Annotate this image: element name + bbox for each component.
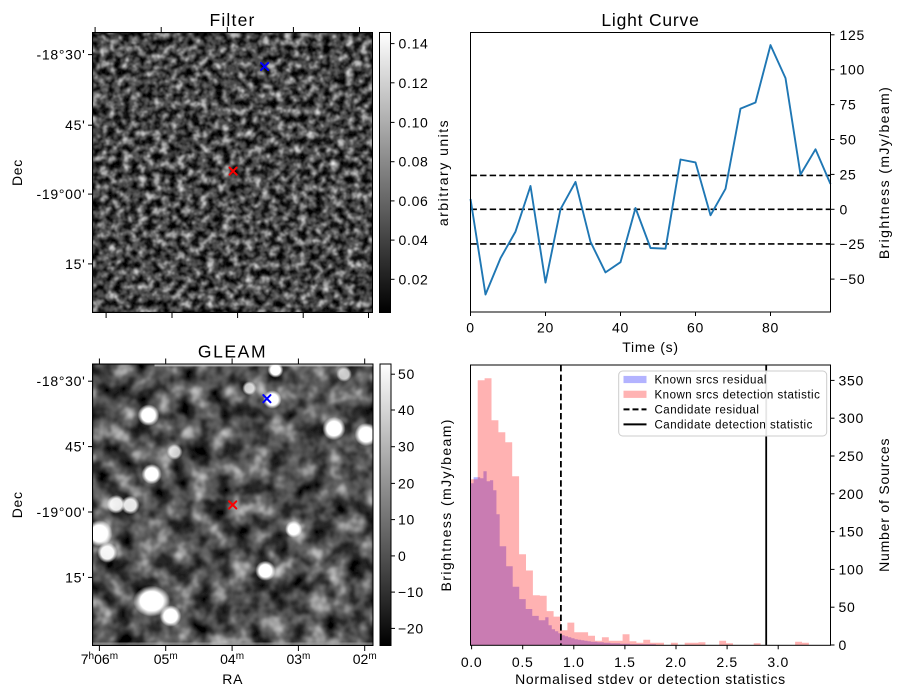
svg-text:15': 15' [65,569,85,585]
svg-text:Brightness (mJy/beam): Brightness (mJy/beam) [438,418,454,591]
svg-text:Dec: Dec [9,491,25,518]
svg-text:Time (s): Time (s) [622,339,678,355]
svg-text:Light Curve: Light Curve [601,10,699,30]
svg-text:03m: 03m [286,651,310,667]
svg-text:0.10: 0.10 [399,114,429,130]
svg-text:Brightness (mJy/beam): Brightness (mJy/beam) [876,86,892,259]
svg-text:Known srcs detection statistic: Known srcs detection statistic [655,390,821,402]
svg-text:75: 75 [840,97,857,113]
svg-text:0.12: 0.12 [399,75,429,91]
svg-text:0.0: 0.0 [461,654,483,670]
svg-text:0.5: 0.5 [512,654,534,670]
svg-text:05m: 05m [154,651,178,667]
svg-text:2.0: 2.0 [665,654,687,670]
svg-text:200: 200 [839,486,864,502]
svg-text:80: 80 [762,320,779,336]
svg-text:1.0: 1.0 [563,654,585,670]
svg-text:04m: 04m [220,651,244,667]
svg-text:−25: −25 [840,236,866,252]
svg-text:30: 30 [398,439,415,455]
svg-text:−10: −10 [398,584,424,600]
svg-text:15': 15' [65,256,85,272]
svg-text:300: 300 [839,410,864,426]
svg-text:-18°30': -18°30' [37,373,86,389]
svg-text:Dec: Dec [9,159,25,186]
svg-text:2.5: 2.5 [716,654,738,670]
svg-text:GLEAM: GLEAM [198,342,267,362]
svg-text:45': 45' [65,439,85,455]
svg-text:250: 250 [839,448,864,464]
svg-text:10: 10 [398,512,415,528]
svg-text:−20: −20 [398,620,424,636]
svg-text:0: 0 [840,201,849,217]
svg-text:0: 0 [839,637,848,653]
svg-text:Normalised stdev or detection: Normalised stdev or detection statistics [515,671,786,687]
svg-text:0.04: 0.04 [399,232,429,248]
svg-text:02m: 02m [353,651,377,667]
svg-text:20: 20 [537,320,554,336]
svg-text:arbitrary units: arbitrary units [435,119,451,226]
svg-text:Candidate detection statistic: Candidate detection statistic [655,420,813,432]
svg-text:0.06: 0.06 [399,193,429,209]
svg-text:RA: RA [222,671,243,687]
svg-text:0: 0 [466,320,475,336]
svg-text:25: 25 [840,166,857,182]
svg-text:1.5: 1.5 [614,654,636,670]
svg-text:100: 100 [840,62,865,78]
svg-text:40: 40 [398,402,415,418]
svg-text:20: 20 [398,475,415,491]
svg-text:7h06m: 7h06m [81,651,118,667]
svg-text:Known srcs residual: Known srcs residual [655,375,767,387]
svg-text:Candidate residual: Candidate residual [655,405,760,417]
svg-text:100: 100 [839,561,864,577]
svg-text:Number of Sources: Number of Sources [876,438,892,572]
svg-text:0.02: 0.02 [399,271,429,287]
svg-text:45': 45' [65,117,85,133]
svg-text:50: 50 [840,132,857,148]
svg-text:3.0: 3.0 [767,654,789,670]
svg-text:350: 350 [839,372,864,388]
svg-text:50: 50 [839,599,856,615]
svg-text:40: 40 [612,320,629,336]
svg-text:125: 125 [840,27,865,43]
svg-text:-19°00': -19°00' [37,186,86,202]
svg-text:0: 0 [398,548,407,564]
svg-text:-19°00': -19°00' [37,504,86,520]
svg-text:Filter: Filter [209,10,255,30]
svg-text:60: 60 [687,320,704,336]
svg-text:0.14: 0.14 [399,36,429,52]
svg-text:-18°30': -18°30' [37,47,86,63]
svg-text:50: 50 [398,366,415,382]
svg-text:−50: −50 [840,271,866,287]
svg-text:0.08: 0.08 [399,154,429,170]
svg-text:150: 150 [839,524,864,540]
